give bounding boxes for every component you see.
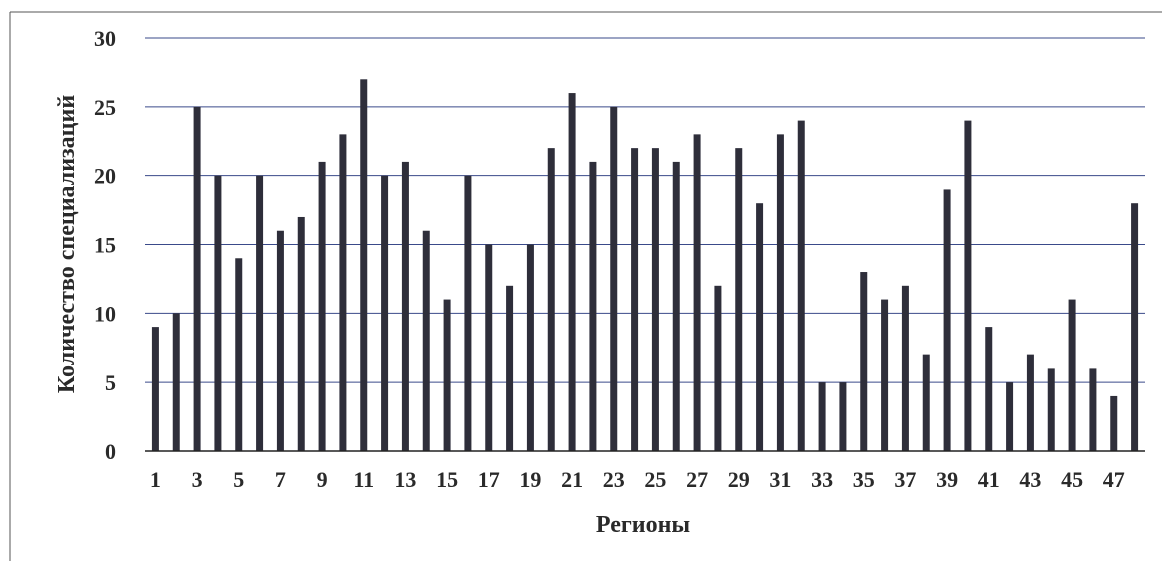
bar-region-26 — [672, 161, 680, 451]
x-tick-label: 43 — [1019, 467, 1041, 492]
x-tick-labels: 1 3 5 7 9 11 13 15 17 19 21 23 25 27 29 31 33 35 37 39 41 43 4… — [150, 467, 1125, 492]
bar-region-27 — [693, 134, 701, 451]
bar-region-33 — [818, 382, 826, 451]
bar-region-5 — [235, 258, 243, 451]
bar-region-9 — [318, 161, 326, 451]
bar-region-6 — [256, 175, 264, 451]
bar-region-32 — [797, 120, 805, 451]
x-tick-label: 11 — [353, 467, 374, 492]
x-axis-title: Регионы — [596, 512, 691, 538]
bar-region-3 — [193, 106, 201, 451]
y-tick-labels: 0 5 10 15 20 25 30 — [94, 26, 116, 464]
y-tick-label: 0 — [105, 439, 116, 464]
bar-region-20 — [547, 148, 555, 451]
x-tick-label: 9 — [317, 467, 328, 492]
bar-region-28 — [714, 285, 722, 451]
x-tick-label: 45 — [1061, 467, 1083, 492]
x-tick-label: 37 — [894, 467, 916, 492]
bar-region-43 — [1026, 354, 1034, 451]
bar-region-22 — [589, 161, 597, 451]
bar-region-37 — [901, 285, 909, 451]
bar-region-18 — [506, 285, 514, 451]
bar-region-41 — [985, 327, 993, 451]
x-tick-label: 21 — [561, 467, 583, 492]
y-tick-label: 30 — [94, 26, 116, 51]
bar-region-44 — [1047, 368, 1055, 451]
x-tick-label: 3 — [192, 467, 203, 492]
bar-region-2 — [172, 313, 180, 451]
x-tick-label: 23 — [603, 467, 625, 492]
x-tick-label: 39 — [936, 467, 958, 492]
bar-region-47 — [1110, 395, 1118, 451]
bar-region-21 — [568, 93, 576, 452]
bar-region-10 — [339, 134, 347, 451]
y-axis-title: Количество специализаций — [54, 95, 80, 393]
bar-region-45 — [1068, 299, 1076, 451]
bar-region-46 — [1089, 368, 1097, 451]
bar-region-38 — [922, 354, 930, 451]
bar-region-48 — [1131, 203, 1139, 451]
y-tick-label: 10 — [94, 301, 116, 326]
y-tick-label: 5 — [105, 370, 116, 395]
bar-region-24 — [631, 148, 639, 451]
x-tick-label: 5 — [233, 467, 244, 492]
x-tick-label: 7 — [275, 467, 286, 492]
bar-region-8 — [297, 216, 305, 451]
bar-region-16 — [464, 175, 472, 451]
bar-region-15 — [443, 299, 451, 451]
bar-region-25 — [651, 148, 659, 451]
x-tick-label: 15 — [436, 467, 458, 492]
bar-region-29 — [735, 148, 743, 451]
x-tick-label: 35 — [853, 467, 875, 492]
x-tick-label: 13 — [394, 467, 416, 492]
bar-region-17 — [485, 244, 493, 451]
x-tick-label: 27 — [686, 467, 708, 492]
bar-region-30 — [756, 203, 764, 451]
bar-region-35 — [860, 272, 868, 451]
y-tick-label: 15 — [94, 233, 116, 258]
x-tick-label: 31 — [769, 467, 791, 492]
x-tick-label: 25 — [644, 467, 666, 492]
x-tick-label: 17 — [478, 467, 500, 492]
y-tick-label: 20 — [94, 164, 116, 189]
bar-region-40 — [964, 120, 972, 451]
bar-region-11 — [360, 79, 368, 452]
bar-region-12 — [381, 175, 389, 451]
y-tick-label: 25 — [94, 95, 116, 120]
bars — [151, 79, 1139, 452]
x-tick-label: 41 — [978, 467, 1000, 492]
bar-region-36 — [881, 299, 889, 451]
bar-region-39 — [943, 189, 951, 451]
bar-region-14 — [422, 230, 430, 451]
bar-region-23 — [610, 106, 618, 451]
gridlines — [145, 37, 1145, 383]
bar-region-13 — [401, 161, 409, 451]
x-tick-label: 47 — [1103, 467, 1125, 492]
x-tick-label: 19 — [519, 467, 541, 492]
bar-region-7 — [276, 230, 284, 451]
bar-region-34 — [839, 382, 847, 451]
bar-region-19 — [526, 244, 534, 451]
bar-region-42 — [1006, 382, 1014, 451]
x-tick-label: 33 — [811, 467, 833, 492]
bar-region-31 — [776, 134, 784, 451]
x-tick-label: 1 — [150, 467, 161, 492]
bar-region-1 — [151, 327, 159, 451]
x-tick-label: 29 — [728, 467, 750, 492]
bar-region-4 — [214, 175, 222, 451]
